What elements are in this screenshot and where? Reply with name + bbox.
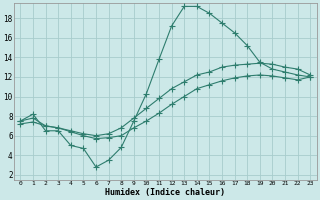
X-axis label: Humidex (Indice chaleur): Humidex (Indice chaleur) — [105, 188, 225, 197]
